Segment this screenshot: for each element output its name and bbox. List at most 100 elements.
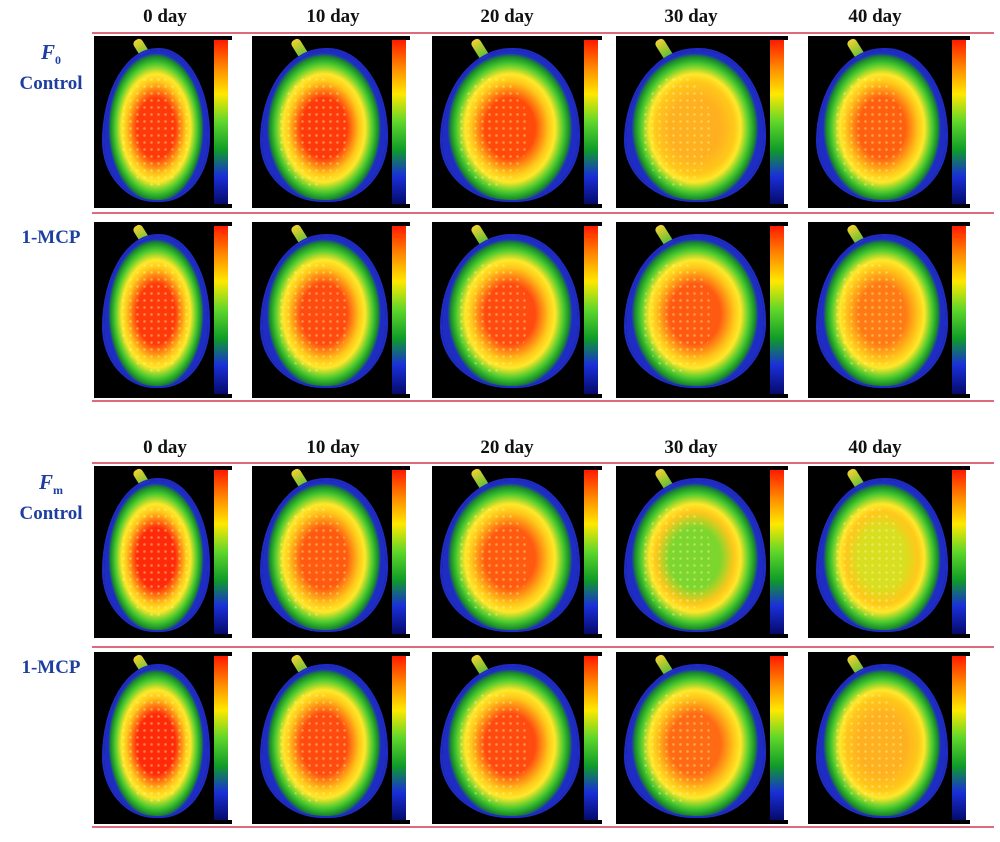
colorbar xyxy=(770,40,784,204)
fruit-fluorescence-image xyxy=(626,50,764,200)
colorbar xyxy=(770,470,784,634)
rule-bottom-3 xyxy=(92,826,994,828)
colorbar-scale xyxy=(966,226,970,394)
colorbar xyxy=(214,40,228,204)
day-header-bottom-30: 30 day xyxy=(664,437,718,458)
colorbar xyxy=(770,226,784,394)
fruit-fluorescence-image xyxy=(104,50,208,200)
fruit-texture xyxy=(834,692,904,802)
f0-mcp-label: 1-MCP xyxy=(21,227,81,248)
fruit-fluorescence-image xyxy=(262,480,386,630)
image-panel-fm-mcp-2 xyxy=(432,652,602,824)
colorbar xyxy=(392,226,406,394)
fruit-fluorescence-image xyxy=(442,666,578,816)
colorbar xyxy=(952,40,966,204)
fruit-fluorescence-image xyxy=(104,480,208,630)
fruit-texture xyxy=(642,76,712,186)
fruit-texture xyxy=(458,692,528,802)
colorbar-scale xyxy=(784,470,788,634)
colorbar xyxy=(584,226,598,394)
image-panel-f0-control-2 xyxy=(432,36,602,208)
fruit-fluorescence-image xyxy=(104,236,208,386)
colorbar xyxy=(584,656,598,820)
f0-symbol: F xyxy=(40,40,55,64)
colorbar-scale xyxy=(228,470,232,634)
day-header-bottom-0: 0 day xyxy=(143,437,187,458)
image-panel-fm-mcp-4 xyxy=(808,652,970,824)
colorbar-scale xyxy=(406,226,410,394)
image-panel-fm-control-2 xyxy=(432,466,602,638)
fruit-fluorescence-image xyxy=(442,50,578,200)
colorbar-scale xyxy=(966,470,970,634)
fruit-fluorescence-image xyxy=(818,480,946,630)
row-label-fm-control: Fm Control xyxy=(8,470,94,526)
image-panel-fm-mcp-3 xyxy=(616,652,788,824)
fruit-fluorescence-image xyxy=(626,236,764,386)
day-header-top-40: 40 day xyxy=(848,6,902,27)
rule-bottom-2 xyxy=(92,646,994,648)
colorbar xyxy=(392,656,406,820)
image-panel-f0-mcp-4 xyxy=(808,222,970,398)
colorbar xyxy=(214,226,228,394)
fruit-texture xyxy=(834,262,904,372)
fruit-texture xyxy=(834,76,904,186)
colorbar xyxy=(770,656,784,820)
colorbar xyxy=(952,226,966,394)
colorbar xyxy=(584,470,598,634)
colorbar-scale xyxy=(784,656,788,820)
image-panel-f0-mcp-0 xyxy=(94,222,232,398)
colorbar-scale xyxy=(228,40,232,204)
row-label-f0-control: F0 Control xyxy=(8,40,94,96)
image-panel-f0-control-1 xyxy=(252,36,410,208)
fruit-fluorescence-image xyxy=(626,480,764,630)
image-panel-f0-mcp-3 xyxy=(616,222,788,398)
fruit-texture xyxy=(278,692,348,802)
image-panel-fm-control-1 xyxy=(252,466,410,638)
f0-subscript: 0 xyxy=(55,52,61,67)
day-header-top-0: 0 day xyxy=(143,6,187,27)
fruit-fluorescence-image xyxy=(818,50,946,200)
day-header-top-10: 10 day xyxy=(306,6,360,27)
fm-control-label: Control xyxy=(19,502,83,524)
fruit-fluorescence-image xyxy=(442,480,578,630)
fruit-texture xyxy=(278,262,348,372)
colorbar-scale xyxy=(598,470,602,634)
fruit-texture xyxy=(120,76,190,186)
day-header-bottom-20: 20 day xyxy=(480,437,534,458)
fruit-texture xyxy=(834,506,904,616)
row-label-f0-mcp: 1-MCP xyxy=(8,226,94,250)
fruit-texture xyxy=(642,262,712,372)
fruit-texture xyxy=(458,76,528,186)
colorbar xyxy=(392,40,406,204)
image-panel-f0-mcp-2 xyxy=(432,222,602,398)
rule-bottom-1 xyxy=(92,462,994,464)
image-panel-fm-control-4 xyxy=(808,466,970,638)
image-panel-fm-control-0 xyxy=(94,466,232,638)
day-header-bottom-10: 10 day xyxy=(306,437,360,458)
colorbar-scale xyxy=(406,470,410,634)
day-header-bottom-40: 40 day xyxy=(848,437,902,458)
colorbar-scale xyxy=(598,40,602,204)
fruit-fluorescence-image xyxy=(818,666,946,816)
colorbar-scale xyxy=(228,656,232,820)
fruit-fluorescence-image xyxy=(262,666,386,816)
day-header-top-30: 30 day xyxy=(664,6,718,27)
rule-top-3 xyxy=(92,400,994,402)
rule-top-1 xyxy=(92,32,994,34)
colorbar-scale xyxy=(228,226,232,394)
fruit-fluorescence-image xyxy=(262,236,386,386)
row-label-fm-mcp: 1-MCP xyxy=(8,656,94,680)
fruit-texture xyxy=(120,692,190,802)
fruit-texture xyxy=(642,506,712,616)
colorbar xyxy=(392,470,406,634)
colorbar-scale xyxy=(784,226,788,394)
colorbar-scale xyxy=(966,656,970,820)
fruit-fluorescence-image xyxy=(626,666,764,816)
fruit-fluorescence-image xyxy=(442,236,578,386)
image-panel-fm-mcp-0 xyxy=(94,652,232,824)
fruit-fluorescence-image xyxy=(818,236,946,386)
colorbar-scale xyxy=(406,40,410,204)
image-panel-f0-control-3 xyxy=(616,36,788,208)
colorbar-scale xyxy=(784,40,788,204)
fm-subscript: m xyxy=(53,482,63,497)
